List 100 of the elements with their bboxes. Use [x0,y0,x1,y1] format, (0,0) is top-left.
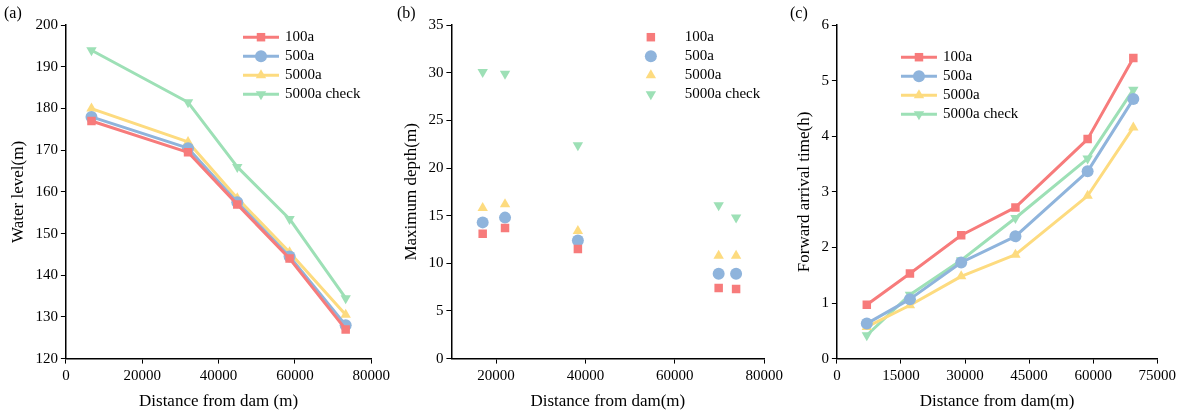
x-tick-label: 15000 [882,366,920,383]
point [476,216,489,229]
y-tick-label: 4 [821,127,830,144]
point [1011,203,1020,212]
point [285,254,294,263]
x-tick-label: 45000 [1010,366,1048,383]
x-tick-label: 60000 [656,366,694,383]
x-tick-label: 0 [833,366,841,383]
y-tick-label: 0 [435,349,444,366]
point [87,116,96,126]
y-tick-label: 5 [435,301,444,318]
legend-label: 100a [684,28,715,45]
legend-label: 500a [684,47,715,64]
point [714,283,723,293]
chart-title: (a) [4,3,22,22]
point [499,70,511,80]
point [1010,215,1021,225]
legend-label: 100a [942,48,973,65]
point [1129,53,1138,63]
point [340,295,351,305]
point [233,200,242,209]
point [341,325,350,334]
y-tick-label: 140 [35,266,58,283]
y-tick-label: 2 [821,238,829,255]
y-tick-label: 180 [35,99,58,116]
point [499,211,512,224]
x-axis-title: Distance from dam (m) [139,391,299,411]
point [86,102,97,112]
y-tick-label: 200 [35,16,58,33]
point [1010,248,1021,258]
chart-title: (c) [790,3,808,22]
y-axis-title: Forward arrival time(h) [793,111,813,273]
y-tick-label: 20 [428,159,444,176]
y-tick-label: 30 [428,63,444,80]
y-tick-label: 3 [821,182,829,199]
point [1081,165,1094,178]
point [478,229,487,239]
x-tick-label: 40000 [566,366,605,383]
x-tick-label: 60000 [276,366,314,383]
point [712,267,725,280]
point [861,332,872,342]
x-axis-title: Distance from dam(m) [919,391,1075,411]
x-tick-label: 20000 [477,366,515,383]
point [477,68,488,78]
point [713,202,724,212]
y-tick-label: 6 [821,16,830,33]
point [956,270,967,280]
y-tick-label: 120 [35,349,58,366]
y-tick-label: 25 [428,111,444,128]
x-tick-label: 75000 [1138,366,1176,383]
point [730,267,743,280]
legend-label: 5000a check [285,85,361,102]
point [862,300,872,309]
legend-label: 5000a [684,66,722,83]
y-tick-label: 190 [35,57,58,74]
point [572,224,584,234]
x-tick-label: 60000 [1074,366,1112,383]
point [340,308,351,318]
point [1083,134,1092,144]
legend-label: 500a [285,47,315,64]
point [1009,230,1022,243]
legend-label: 5000a [285,66,322,83]
point [903,293,916,306]
y-tick-label: 35 [428,16,444,33]
legend-label: 100a [285,28,315,45]
point [499,198,511,208]
y-axis-title: Maximum depth(m) [400,123,420,261]
y-tick-label: 1 [821,293,829,310]
y-tick-label: 170 [35,141,58,158]
point [713,249,724,259]
y-tick-label: 150 [35,224,58,241]
point [1127,93,1140,106]
point [232,163,243,173]
y-tick-label: 0 [821,349,829,366]
x-tick-label: 0 [62,366,70,383]
x-tick-label: 30000 [946,366,984,383]
x-tick-label: 80000 [352,366,390,383]
x-tick-label: 20000 [123,366,161,383]
y-tick-label: 10 [428,254,444,271]
legend-label: 500a [942,67,973,84]
legend-label: 5000a check [942,105,1019,122]
point [284,215,295,225]
point [86,47,97,57]
x-axis-title: Distance from dam(m) [530,391,686,411]
y-tick-label: 160 [35,182,58,199]
x-tick-label: 80000 [745,366,783,383]
y-tick-label: 130 [35,307,58,324]
x-tick-label: 40000 [199,366,238,383]
point [905,269,915,278]
chart-title: (b) [397,3,416,22]
legend-label: 5000a [942,86,980,103]
y-tick-label: 5 [821,71,829,88]
point [477,202,488,212]
y-axis-title: Water level(m) [7,140,27,243]
point [730,214,742,224]
point [183,148,193,157]
legend-label: 5000a check [684,85,761,102]
point [572,142,584,152]
y-tick-label: 15 [428,206,444,223]
point [730,249,742,259]
